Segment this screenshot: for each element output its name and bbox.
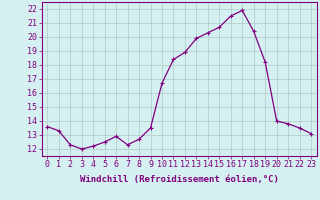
X-axis label: Windchill (Refroidissement éolien,°C): Windchill (Refroidissement éolien,°C)	[80, 175, 279, 184]
